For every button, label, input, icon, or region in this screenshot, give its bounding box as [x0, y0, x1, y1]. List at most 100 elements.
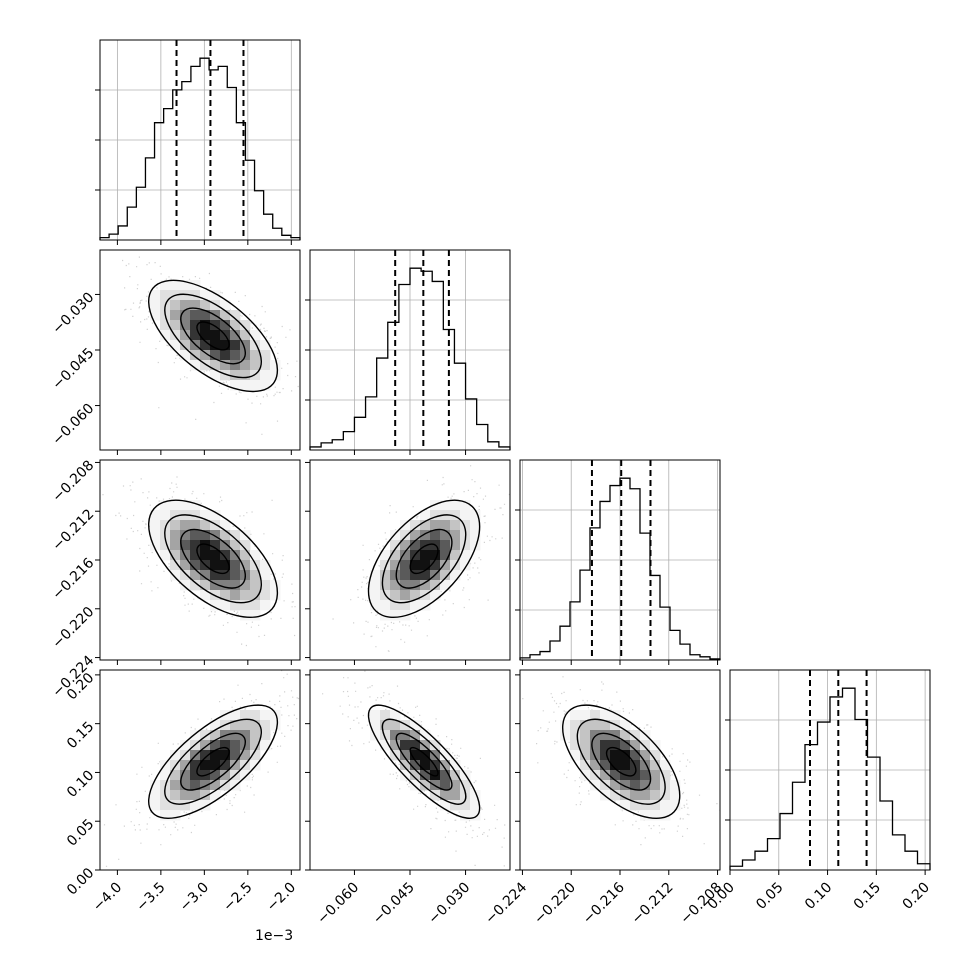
density-bin — [220, 350, 231, 361]
density-bin — [200, 290, 211, 301]
density-bin — [240, 320, 251, 331]
density-bin — [170, 790, 181, 801]
panel-body — [100, 476, 296, 647]
density-bin — [630, 740, 641, 751]
density-bin — [230, 340, 241, 351]
density-bin — [600, 750, 611, 761]
density-bin — [180, 580, 191, 591]
density-bin — [220, 770, 231, 781]
density-bin — [460, 510, 471, 521]
x-tick-label: −3.5 — [133, 880, 168, 915]
axes-frame — [729, 669, 931, 871]
density-bin — [390, 570, 401, 581]
panel-body — [322, 670, 506, 867]
density-bin — [380, 560, 391, 571]
density-bin — [210, 770, 221, 781]
x-tick-label: −0.216 — [580, 879, 628, 927]
density-bin — [260, 600, 271, 611]
y-tick-label: 0.05 — [64, 816, 97, 849]
density-bin — [160, 540, 171, 551]
density-bin — [400, 560, 411, 571]
density-bin — [600, 740, 611, 751]
density-bin — [270, 720, 281, 731]
density-bin — [380, 710, 391, 721]
density-bin — [170, 310, 181, 321]
density-bin — [470, 530, 481, 541]
x-tick-label: −4.0 — [90, 880, 125, 915]
x-tick-label: 0.20 — [900, 880, 933, 913]
density-bin — [210, 790, 221, 801]
density-bin — [390, 740, 401, 751]
density-bin — [260, 350, 271, 361]
density-bin — [190, 320, 201, 331]
density-bin — [240, 720, 251, 731]
density-bin — [440, 540, 451, 551]
axes-frame — [99, 669, 301, 871]
density-bin — [220, 520, 231, 531]
y-tick-label: −0.060 — [49, 401, 97, 449]
density-bin — [450, 790, 461, 801]
density-bin — [400, 540, 411, 551]
density-bin — [170, 800, 181, 811]
scatter-points — [522, 676, 720, 846]
density-bin — [230, 600, 241, 611]
density-bin — [400, 760, 411, 771]
density-bin — [430, 590, 441, 601]
density-bin — [630, 790, 641, 801]
density-bin — [410, 540, 421, 551]
density-bin — [420, 780, 431, 791]
hist-panel-3 — [725, 669, 931, 875]
density-bin — [200, 550, 211, 561]
density-bin — [210, 340, 221, 351]
hist-panel-2 — [515, 459, 721, 665]
density-bin — [390, 560, 401, 571]
density-bin — [200, 540, 211, 551]
density-bin — [630, 770, 641, 781]
density-bin — [210, 580, 221, 591]
x-tick-label: −2.5 — [220, 880, 255, 915]
density-bin — [460, 520, 471, 531]
density-bin — [410, 520, 421, 531]
density-bin — [410, 780, 421, 791]
density-bin — [440, 750, 451, 761]
density-bin — [160, 800, 171, 811]
density-bin — [160, 550, 171, 561]
density-bin — [410, 770, 421, 781]
density-bin — [610, 760, 621, 771]
density-bin — [200, 360, 211, 371]
density-bin — [380, 600, 391, 611]
density-bin — [430, 770, 441, 781]
y-tick-label: 0.10 — [64, 767, 97, 800]
density-bin — [410, 560, 421, 571]
x-tick-label: −3.0 — [177, 880, 212, 915]
density-bin — [220, 530, 231, 541]
density-bin — [270, 590, 281, 601]
y-tick-label: −0.030 — [49, 289, 97, 337]
density-bin — [420, 770, 431, 781]
hist-panel-1 — [305, 249, 511, 455]
density-bin — [430, 510, 441, 521]
density-bin — [200, 570, 211, 581]
density-bin — [450, 780, 461, 791]
contour-3 — [147, 704, 279, 819]
density-bin — [220, 370, 231, 381]
density-bin — [570, 750, 581, 761]
density-bin — [160, 330, 171, 341]
density-bin — [560, 730, 571, 741]
density-bin — [610, 790, 621, 801]
density-bin — [190, 560, 201, 571]
density-bin — [390, 730, 401, 741]
density-bin — [610, 780, 621, 791]
density-bin — [160, 500, 171, 511]
density-bin — [220, 310, 231, 321]
density-bin — [190, 780, 201, 791]
density-bin — [410, 600, 421, 611]
density-bin — [180, 560, 191, 571]
contour-1 — [395, 732, 453, 791]
density-bin — [440, 580, 451, 591]
density-bin — [460, 500, 471, 511]
density-bin — [200, 590, 211, 601]
density-bin — [440, 780, 451, 791]
density-bin — [400, 770, 411, 781]
density-bin — [230, 730, 241, 741]
